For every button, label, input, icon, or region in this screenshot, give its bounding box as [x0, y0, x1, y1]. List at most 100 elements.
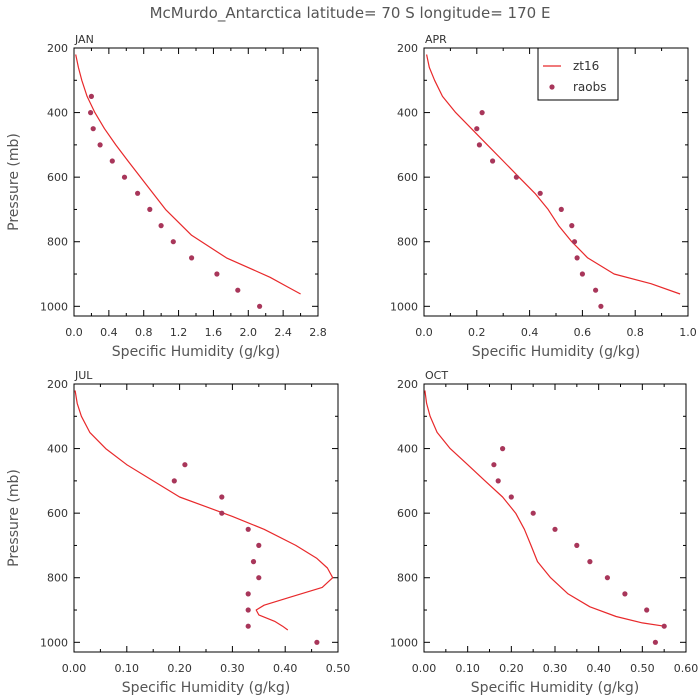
y-tick-label: 800	[47, 236, 68, 249]
plot-frame	[73, 47, 319, 317]
data-point-raobs	[182, 462, 188, 468]
series-line-zt16	[424, 390, 665, 627]
y-tick-label: 200	[47, 378, 68, 391]
chart-title: McMurdo_Antarctica latitude= 70 S longit…	[150, 4, 551, 23]
x-axis-label: Specific Humidity (g/kg)	[112, 344, 280, 360]
data-point-raobs	[97, 142, 103, 148]
x-tick-label: 0.8	[135, 326, 153, 339]
x-axis-label: Specific Humidity (g/kg)	[472, 344, 640, 360]
y-tick-label: 800	[47, 572, 68, 585]
data-point-raobs	[593, 287, 599, 293]
data-point-raobs	[644, 607, 650, 613]
panel-label: JUL	[74, 369, 93, 382]
data-point-raobs	[257, 303, 263, 309]
data-point-raobs	[574, 542, 580, 549]
data-point-raobs	[500, 446, 506, 452]
x-tick-label: 0.50	[630, 662, 655, 675]
y-tick-label: 400	[47, 107, 68, 120]
data-point-raobs	[88, 93, 94, 99]
x-tick-label: 0.50	[326, 662, 351, 675]
panel-label: OCT	[425, 369, 448, 382]
data-point-raobs	[250, 559, 257, 565]
data-point-raobs	[513, 174, 520, 180]
x-tick-label: 0.4	[521, 326, 539, 339]
panels: JAN 0.0 0.4 0.8 1.2 1.6 2.0 2.4 2.8 200 400 600 800 1…	[6, 33, 698, 696]
panel-label: JAN	[74, 33, 94, 46]
data-point-raobs	[219, 494, 225, 500]
y-tick-label: 600	[397, 507, 418, 520]
data-point-raobs	[622, 591, 628, 597]
legend-box	[537, 47, 619, 101]
data-point-raobs	[88, 110, 94, 116]
x-tick-label: 0.8	[626, 326, 644, 339]
data-point-raobs	[171, 478, 177, 484]
x-tick-label: 0.00	[412, 662, 437, 675]
y-tick-label: 200	[47, 42, 68, 55]
data-point-raobs	[219, 510, 225, 516]
data-point-raobs	[135, 190, 141, 196]
x-tick-label: 0.40	[586, 662, 611, 675]
x-tick-label: 0.2	[468, 326, 486, 339]
data-point-raobs	[661, 623, 667, 629]
y-tick-label: 800	[397, 572, 418, 585]
data-point-raobs	[598, 303, 604, 309]
data-point-raobs	[314, 639, 320, 645]
data-point-raobs	[495, 478, 501, 484]
x-tick-label: 0.10	[455, 662, 480, 675]
series-line-zt16	[74, 390, 334, 631]
data-point-raobs	[256, 542, 262, 549]
data-point-raobs	[147, 206, 153, 212]
data-point-raobs	[652, 639, 659, 645]
x-tick-label: 2.8	[309, 326, 327, 339]
data-point-raobs	[245, 623, 251, 629]
data-point-raobs	[189, 255, 195, 261]
x-tick-label: 1.2	[170, 326, 188, 339]
y-tick-label: 200	[397, 378, 418, 391]
data-point-raobs	[245, 607, 251, 613]
data-point-raobs	[491, 462, 497, 468]
data-point-raobs	[537, 190, 543, 196]
x-tick-label: 0.00	[62, 662, 87, 675]
y-tick-label: 400	[47, 443, 68, 456]
x-tick-label: 0.30	[543, 662, 568, 675]
legend-dot-swatch	[549, 84, 555, 90]
data-point-raobs	[571, 239, 578, 245]
x-tick-label: 0.10	[115, 662, 140, 675]
x-tick-label: 0.4	[100, 326, 118, 339]
x-tick-label: 1.6	[205, 326, 223, 339]
data-point-raobs	[587, 559, 593, 565]
x-tick-label: 2.4	[274, 326, 292, 339]
y-tick-label: 400	[397, 107, 418, 120]
legend: zt16 raobs	[537, 47, 619, 101]
data-point-raobs	[214, 271, 220, 277]
data-point-raobs	[109, 158, 115, 164]
data-point-raobs	[530, 510, 536, 516]
x-tick-label: 0.20	[167, 662, 192, 675]
y-axis-label: Pressure (mb)	[6, 133, 22, 231]
x-tick-label: 2.0	[240, 326, 258, 339]
y-tick-label: 800	[397, 236, 418, 249]
panel-oct: OCT 0.00 0.10 0.20 0.30 0.40 0.50 0.60 200 400 600…	[390, 369, 698, 696]
x-tick-label: 0.60	[674, 662, 699, 675]
panel-label: APR	[425, 33, 447, 46]
data-point-raobs	[245, 591, 251, 597]
data-point-raobs	[574, 255, 580, 261]
y-tick-label: 1000	[40, 636, 68, 649]
data-point-raobs	[569, 223, 575, 229]
plot-frame	[73, 383, 339, 653]
y-tick-label: 600	[397, 171, 418, 184]
data-point-raobs	[579, 271, 586, 277]
data-point-raobs	[90, 126, 96, 132]
x-tick-label: 0.40	[273, 662, 298, 675]
legend-label-model: zt16	[573, 59, 599, 73]
x-tick-label: 0.0	[415, 326, 433, 339]
data-point-raobs	[552, 526, 558, 532]
y-tick-label: 1000	[40, 300, 68, 313]
data-point-raobs	[604, 575, 611, 581]
panel-jan: JAN 0.0 0.4 0.8 1.2 1.6 2.0 2.4 2.8 200 400 600 800 1…	[6, 33, 327, 360]
x-axis-label: Specific Humidity (g/kg)	[122, 680, 290, 696]
data-point-raobs	[558, 206, 564, 212]
data-point-raobs	[508, 494, 514, 500]
data-point-raobs	[235, 287, 241, 293]
